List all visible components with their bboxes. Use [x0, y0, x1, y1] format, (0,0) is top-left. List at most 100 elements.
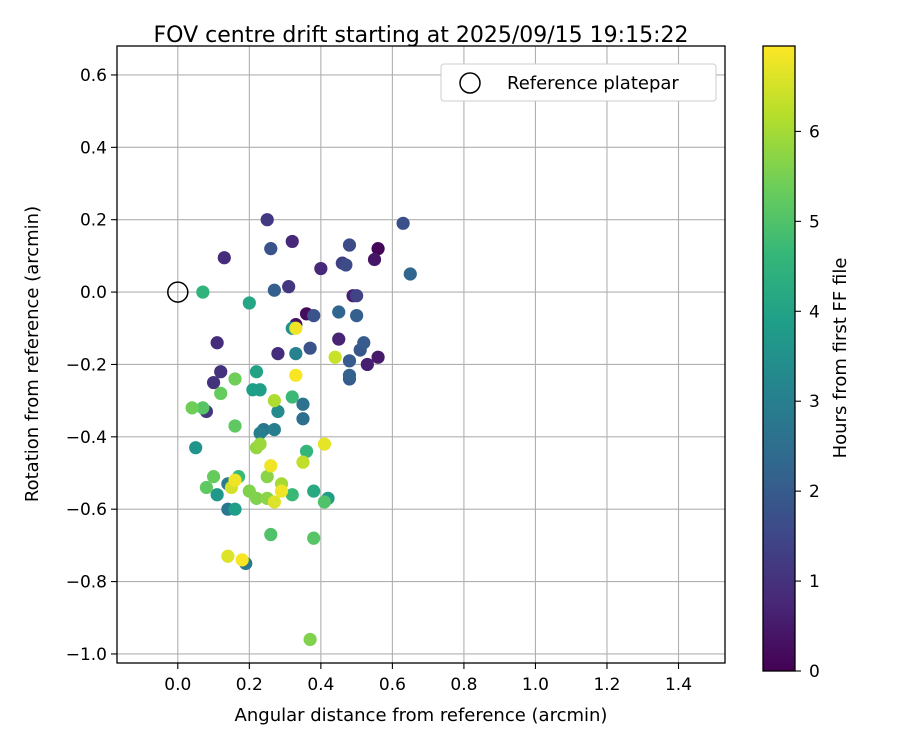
x-tick-label: 0.8 — [450, 675, 477, 695]
data-point — [317, 437, 332, 451]
data-point — [214, 386, 228, 401]
y-tick-label: 0.2 — [80, 211, 107, 231]
data-point — [260, 470, 274, 484]
data-point — [350, 308, 364, 323]
data-point — [367, 252, 382, 267]
data-point — [274, 484, 289, 498]
colorbar-gradient — [762, 45, 796, 672]
data-point — [210, 488, 224, 502]
colorbar-tick-label: 0 — [809, 662, 820, 682]
data-point — [342, 368, 357, 382]
legend-marker-icon — [459, 72, 481, 94]
data-point — [282, 280, 296, 294]
data-point — [403, 267, 417, 281]
data-point — [271, 404, 285, 419]
legend: Reference platepar — [440, 63, 717, 102]
data-point — [253, 426, 267, 440]
data-point — [189, 441, 203, 455]
y-tick-label: −0.4 — [66, 428, 107, 448]
data-point — [289, 368, 303, 382]
chart-title: FOV centre drift starting at 2025/09/15 … — [154, 23, 689, 48]
data-point — [217, 251, 231, 265]
data-point — [185, 401, 199, 415]
legend-label: Reference platepar — [507, 73, 679, 94]
data-point — [242, 296, 256, 310]
data-point — [228, 419, 242, 433]
data-point — [249, 491, 264, 505]
x-tick-label: 0.4 — [307, 675, 334, 695]
data-point — [214, 365, 228, 379]
y-axis-ticks: 0.6 0.4 0.2 0.0 −0.2 −0.4 −0.6 −0.8 −1.0 — [66, 66, 117, 665]
y-axis-label: Rotation from reference (arcmin) — [22, 206, 43, 502]
data-point — [303, 341, 317, 355]
data-point — [267, 283, 281, 297]
data-point — [289, 346, 303, 361]
data-point — [264, 242, 278, 256]
colorbar-label: Hours from first FF file — [830, 258, 851, 459]
x-tick-label: 0.2 — [236, 675, 263, 695]
data-point — [332, 332, 346, 346]
y-tick-label: 0.0 — [80, 283, 107, 303]
data-point — [289, 321, 303, 335]
data-point — [332, 305, 346, 319]
data-point — [210, 336, 224, 350]
data-point — [317, 495, 332, 509]
data-point — [253, 383, 267, 397]
y-tick-label: 0.6 — [80, 66, 107, 86]
data-point — [285, 488, 299, 502]
colorbar-tick-label: 2 — [809, 482, 820, 502]
x-tick-label: 0.0 — [164, 675, 191, 695]
data-point — [196, 285, 210, 299]
colorbar-ticks: 0 1 2 3 4 5 6 — [795, 122, 820, 682]
data-point — [235, 553, 249, 567]
data-point — [296, 397, 310, 411]
data-point — [206, 375, 221, 390]
data-point — [260, 213, 274, 227]
data-point — [299, 444, 314, 458]
y-tick-label: −1.0 — [66, 645, 107, 665]
legend-box — [440, 63, 717, 102]
data-point — [249, 365, 264, 379]
data-point — [264, 459, 278, 473]
reference-marker — [167, 281, 189, 303]
x-tick-label: 0.6 — [379, 675, 406, 695]
data-point — [307, 484, 321, 498]
colorbar-tick-label: 5 — [809, 212, 820, 232]
data-point — [199, 480, 214, 495]
data-point — [360, 357, 374, 372]
data-point — [307, 308, 321, 323]
y-tick-label: −0.2 — [66, 355, 107, 375]
data-point — [350, 289, 364, 303]
data-points — [185, 213, 417, 647]
y-tick-label: −0.6 — [66, 500, 107, 520]
colorbar: 0 1 2 3 4 5 6 Hours from first FF file — [762, 45, 851, 682]
data-point — [228, 502, 242, 516]
data-point — [396, 216, 410, 230]
data-point — [342, 354, 357, 368]
data-point — [228, 372, 242, 386]
data-point — [371, 242, 385, 256]
data-point — [296, 412, 310, 426]
data-point — [307, 531, 321, 545]
data-point — [342, 238, 357, 252]
grid-lines — [117, 46, 725, 663]
data-point — [221, 549, 235, 563]
data-point — [267, 495, 281, 509]
data-point — [357, 336, 371, 350]
data-point — [328, 350, 342, 364]
data-point — [196, 401, 210, 415]
x-tick-label: 1.0 — [522, 675, 549, 695]
data-point — [206, 470, 221, 484]
data-point — [371, 350, 385, 364]
data-point — [267, 394, 281, 408]
data-point — [285, 234, 299, 249]
x-axis-ticks: 0.0 0.2 0.4 0.6 0.8 1.0 1.2 1.4 — [164, 663, 692, 695]
colorbar-tick-label: 4 — [809, 302, 820, 322]
x-tick-label: 1.4 — [665, 675, 692, 695]
data-point — [267, 422, 281, 437]
data-point — [296, 455, 310, 469]
y-tick-label: −0.8 — [66, 573, 107, 593]
data-point — [285, 390, 299, 404]
plot-frame — [116, 45, 726, 664]
